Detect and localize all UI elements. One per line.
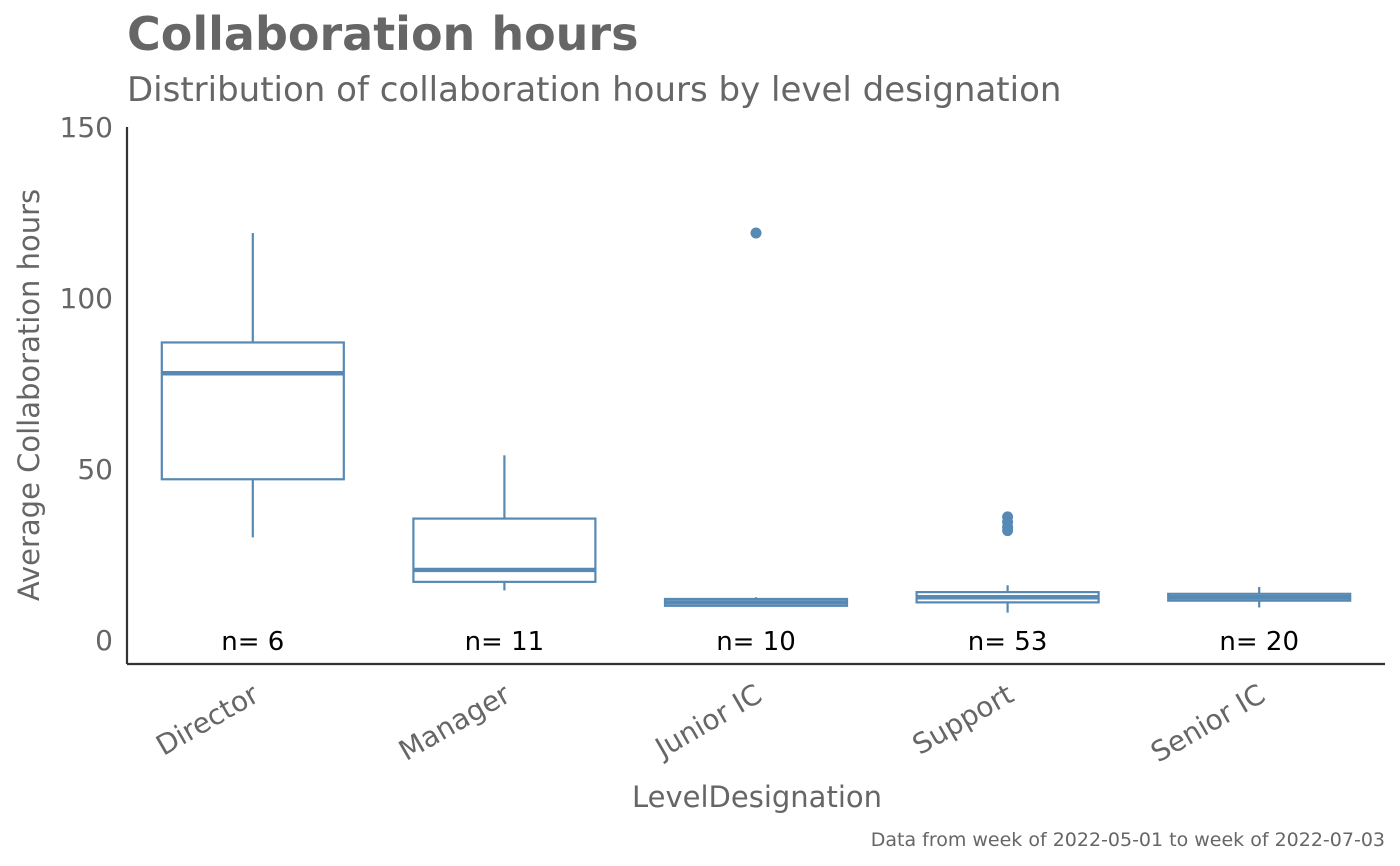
y-tick-label: 50 (77, 453, 113, 486)
x-tick-label: Junior IC (648, 677, 767, 765)
box (412, 517, 597, 583)
outlier-point (1002, 511, 1014, 523)
x-tick-label: Senior IC (1145, 677, 1271, 769)
y-tick-label: 150 (60, 111, 113, 144)
y-tick-label: 0 (95, 624, 113, 657)
chart-subtitle: Distribution of collaboration hours by l… (127, 70, 1061, 110)
x-axis-title: LevelDesignation (632, 780, 882, 814)
n-label: n= 11 (465, 627, 545, 657)
x-tick-label: Director (150, 677, 264, 762)
box (160, 341, 345, 481)
y-tick-label: 100 (60, 282, 113, 315)
chart-title: Collaboration hours (127, 7, 638, 61)
n-label: n= 53 (968, 627, 1048, 657)
outlier-point (750, 227, 762, 239)
n-label: n= 10 (716, 627, 796, 657)
n-label: n= 6 (221, 627, 284, 657)
plot-area: 0 50 100 150 n= 6 Director n= 11 Manager n= 10 Ju… (60, 111, 1385, 769)
y-axis-title: Average Collaboration hours (12, 189, 46, 601)
n-label: n= 20 (1219, 627, 1299, 657)
x-tick-label: Support (907, 677, 1019, 761)
x-tick-label: Manager (393, 677, 516, 767)
chart-caption: Data from week of 2022-05-01 to week of … (871, 829, 1385, 851)
